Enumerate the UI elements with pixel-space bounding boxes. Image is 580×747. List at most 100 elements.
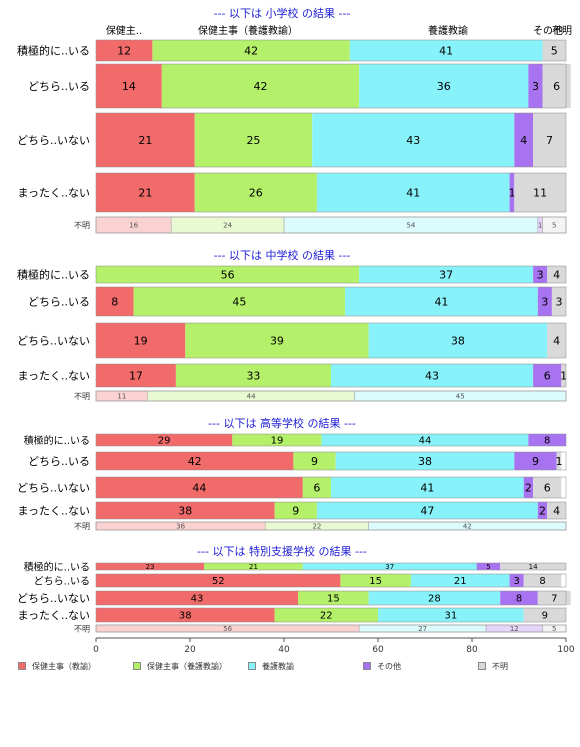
category-label: どちら..いる bbox=[28, 296, 90, 309]
category-label: まったく..ない bbox=[17, 609, 90, 622]
bar-segment bbox=[533, 113, 566, 167]
bar-segment bbox=[96, 591, 299, 605]
data-label: 54 bbox=[406, 222, 415, 230]
data-label: 8 bbox=[539, 576, 545, 587]
legend-item: 不明 bbox=[478, 660, 508, 672]
bar-segment bbox=[302, 477, 331, 498]
data-label: 15 bbox=[369, 576, 382, 587]
bar-segment bbox=[547, 502, 566, 519]
bar-segment bbox=[194, 173, 317, 212]
data-label: 1 bbox=[560, 369, 567, 382]
bar-segment bbox=[194, 113, 313, 167]
data-label: 42 bbox=[463, 523, 472, 531]
panel-title: --- 以下は 特別支援学校 の結果 --- bbox=[197, 544, 367, 558]
bar-segment bbox=[175, 364, 331, 387]
bar-segment bbox=[514, 452, 557, 470]
data-label: 14 bbox=[529, 563, 538, 571]
legend-swatch bbox=[133, 662, 141, 670]
bar-segment bbox=[96, 113, 195, 167]
data-label: 9 bbox=[311, 455, 318, 468]
data-label: 39 bbox=[270, 334, 284, 347]
legend-label: 不明 bbox=[492, 661, 508, 671]
data-label: 47 bbox=[420, 504, 434, 517]
bar-frame bbox=[95, 265, 567, 284]
bar-segment bbox=[96, 563, 205, 570]
data-label: 12 bbox=[510, 625, 519, 633]
bar-segment bbox=[500, 563, 566, 570]
panel-title: --- 以下は 小学校 の結果 --- bbox=[214, 6, 351, 20]
bar-segment bbox=[533, 477, 562, 498]
category-label: どちら..いない bbox=[17, 592, 90, 605]
data-label: 4 bbox=[553, 334, 560, 347]
bar-frame bbox=[95, 39, 567, 62]
bar-frame bbox=[95, 590, 567, 606]
data-label: 1 bbox=[538, 222, 542, 230]
bar-segment bbox=[232, 434, 322, 446]
bar-segment bbox=[293, 452, 336, 470]
bar-segment bbox=[204, 563, 303, 570]
bar-segment bbox=[523, 574, 562, 587]
bar-frame bbox=[95, 451, 567, 471]
data-label: 29 bbox=[158, 436, 171, 447]
data-label: 19 bbox=[271, 436, 284, 447]
data-label: 43 bbox=[191, 594, 204, 605]
bar-segment bbox=[331, 364, 534, 387]
bar-segment bbox=[321, 434, 529, 446]
data-label: 52 bbox=[212, 576, 225, 587]
category-label: 積極的に..いる bbox=[24, 561, 90, 574]
data-label: 3 bbox=[555, 295, 562, 308]
data-label: 4 bbox=[520, 134, 527, 147]
data-label: 5 bbox=[552, 222, 556, 230]
legend-item: 保健主事（教諭） bbox=[18, 660, 96, 672]
data-label: 3 bbox=[513, 576, 519, 587]
data-label: 5 bbox=[551, 44, 558, 57]
data-label: 3 bbox=[541, 295, 548, 308]
data-label: 41 bbox=[439, 44, 453, 57]
category-label: どちら..いない bbox=[17, 134, 90, 147]
bar-segment bbox=[335, 452, 515, 470]
bar-segment bbox=[274, 608, 378, 622]
data-label: 11 bbox=[117, 393, 126, 401]
bar-frame bbox=[95, 607, 567, 623]
column-header: 保健主事（養護教諭） bbox=[198, 24, 298, 37]
bar-segment bbox=[152, 40, 350, 61]
bar-segment bbox=[359, 64, 529, 108]
data-label: 12 bbox=[117, 44, 131, 57]
data-label: 16 bbox=[129, 222, 138, 230]
bar-segment bbox=[410, 574, 510, 587]
bar-segment bbox=[96, 287, 134, 316]
category-label: 積極的に..いる bbox=[17, 44, 90, 58]
bar-segment bbox=[523, 608, 566, 622]
panel-title: --- 以下は 高等学校 の結果 --- bbox=[208, 416, 356, 430]
bar-segment bbox=[368, 323, 548, 358]
data-label: 41 bbox=[434, 295, 448, 308]
data-label: 38 bbox=[451, 334, 465, 347]
data-label: 56 bbox=[223, 625, 232, 633]
bar-frame bbox=[95, 216, 567, 234]
legend: 保健主事（教諭） 保健主事（養護教諭） 養護教諭 その他 不明 bbox=[18, 660, 578, 674]
bar-segment bbox=[537, 591, 571, 605]
bar-segment bbox=[533, 266, 548, 283]
column-header: その他 bbox=[533, 24, 563, 37]
data-label: 9 bbox=[292, 504, 299, 517]
bar-segment bbox=[96, 608, 275, 622]
bar-frame bbox=[95, 112, 567, 168]
category-label: まったく..ない bbox=[17, 370, 90, 383]
bar-segment bbox=[96, 434, 233, 446]
data-label: 21 bbox=[138, 134, 152, 147]
data-label: 6 bbox=[544, 369, 551, 382]
bar-segment bbox=[345, 287, 538, 316]
data-label: 45 bbox=[456, 393, 465, 401]
data-label: 7 bbox=[551, 594, 557, 605]
x-tick-label: 40 bbox=[278, 645, 290, 655]
data-label: 43 bbox=[425, 369, 439, 382]
x-tick-label: 60 bbox=[372, 645, 384, 655]
data-label: 2 bbox=[525, 481, 532, 494]
data-label: 27 bbox=[418, 625, 427, 633]
bar-frame bbox=[95, 363, 567, 388]
bar-segment bbox=[96, 574, 341, 587]
bar-segment bbox=[298, 591, 369, 605]
data-label: 22 bbox=[312, 523, 321, 531]
bar-segment bbox=[523, 477, 534, 498]
data-label: 1 bbox=[508, 186, 515, 199]
